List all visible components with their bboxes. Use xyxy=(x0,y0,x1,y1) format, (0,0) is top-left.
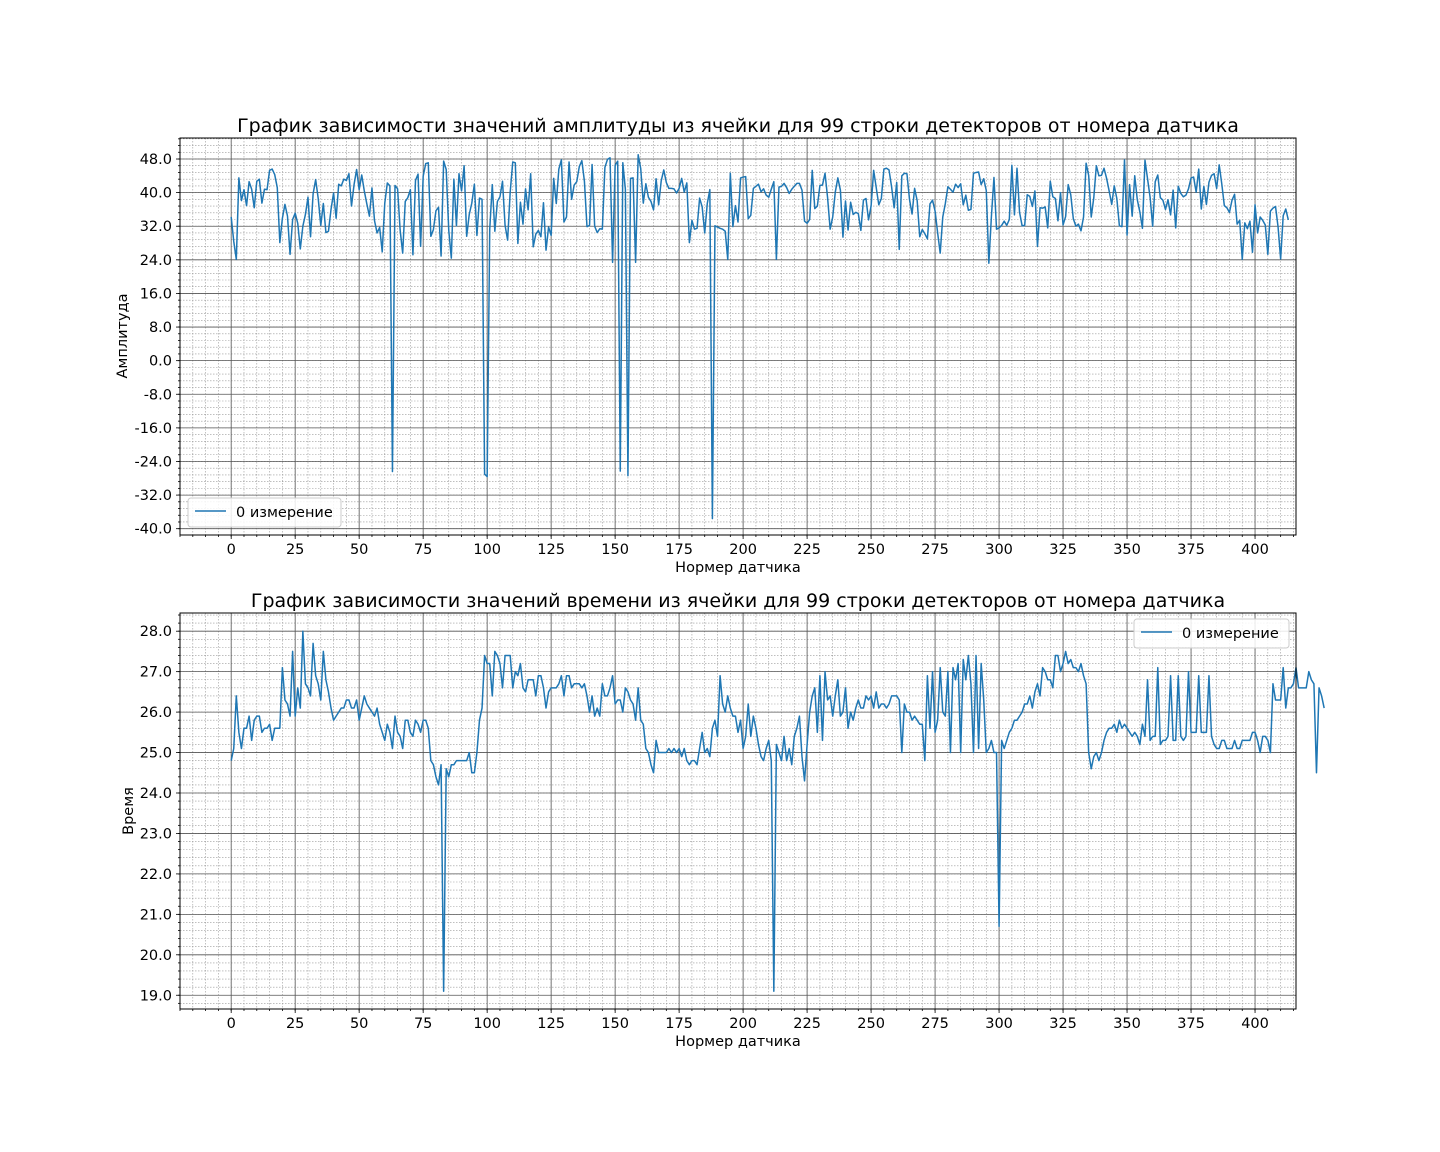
x-tick-label: 200 xyxy=(729,1016,757,1032)
y-tick-label: 23.0 xyxy=(140,826,172,842)
time-chart: 0 25 50 75 100 125 150 175 200 225 250 275 300 325 350… xyxy=(121,590,1325,1050)
plot-frame xyxy=(179,612,1297,1010)
x-axis-label: Нормер датчика xyxy=(675,560,801,576)
x-tick-label: 325 xyxy=(1049,1016,1077,1032)
series-line xyxy=(230,154,1290,520)
x-tick-label: 175 xyxy=(665,542,693,558)
y-tick-label: -32.0 xyxy=(134,488,172,504)
x-tick-label: 225 xyxy=(793,542,821,558)
chart-title: График зависимости значений амплитуды из… xyxy=(237,115,1239,137)
x-tick-label: 375 xyxy=(1177,1016,1205,1032)
plot-area xyxy=(180,613,1296,1009)
series-line xyxy=(230,630,1325,992)
y-tick-label: -16.0 xyxy=(134,421,172,437)
series-group xyxy=(230,154,1290,520)
chart-title: График зависимости значений времени из я… xyxy=(251,590,1225,612)
y-tick-label: 22.0 xyxy=(140,867,172,883)
x-tick-label: 100 xyxy=(473,1016,501,1032)
y-tick-label: 32.0 xyxy=(140,219,172,235)
legend-box xyxy=(1133,618,1290,649)
y-tick-label: -8.0 xyxy=(144,387,172,403)
y-tick-label: 24.0 xyxy=(140,786,172,802)
x-tick-label: 0 xyxy=(227,542,236,558)
x-tick-label: 225 xyxy=(793,1016,821,1032)
x-tick-label: 300 xyxy=(985,1016,1013,1032)
y-tick-label: 27.0 xyxy=(140,665,172,681)
y-tick-label: 40.0 xyxy=(140,186,172,202)
y-tick-label: 24.0 xyxy=(140,253,172,269)
axis-ticks: 0 25 50 75 100 125 150 175 200 225 250 275 300 325 350… xyxy=(140,614,1294,1032)
x-tick-label: 275 xyxy=(921,1016,949,1032)
x-tick-label: 150 xyxy=(601,1016,629,1032)
axis-ticks: 0 25 50 75 100 125 150 175 200 225 250 275 300 325 350… xyxy=(134,138,1294,558)
x-tick-label: 150 xyxy=(601,542,629,558)
y-axis-label: Амплитуда xyxy=(115,294,131,379)
x-tick-label: 175 xyxy=(665,1016,693,1032)
legend-label: 0 измерение xyxy=(1182,626,1279,642)
legend-label: 0 измерение xyxy=(236,505,333,521)
legend: 0 измерение xyxy=(1133,618,1290,649)
legend: 0 измерение xyxy=(187,497,342,528)
x-axis-label: Нормер датчика xyxy=(675,1034,801,1050)
x-tick-label: 25 xyxy=(286,542,304,558)
x-tick-label: 375 xyxy=(1177,542,1205,558)
y-tick-label: 26.0 xyxy=(140,705,172,721)
major-grid xyxy=(180,613,1296,1009)
series-group xyxy=(230,630,1325,992)
x-tick-label: 50 xyxy=(350,542,368,558)
y-tick-label: -40.0 xyxy=(134,522,172,538)
x-tick-label: 250 xyxy=(857,1016,885,1032)
y-tick-label: 25.0 xyxy=(140,746,172,762)
x-tick-label: 275 xyxy=(921,542,949,558)
x-tick-label: 125 xyxy=(537,1016,565,1032)
x-tick-label: 400 xyxy=(1241,542,1269,558)
plot-area xyxy=(180,138,1296,535)
x-tick-label: 100 xyxy=(473,542,501,558)
y-tick-label: 20.0 xyxy=(140,948,172,964)
legend-box xyxy=(187,497,342,528)
y-tick-label: 8.0 xyxy=(149,320,172,336)
y-tick-label: 0.0 xyxy=(149,354,172,370)
x-tick-label: 25 xyxy=(286,1016,304,1032)
x-tick-label: 350 xyxy=(1113,1016,1141,1032)
x-tick-label: 400 xyxy=(1241,1016,1269,1032)
x-tick-label: 325 xyxy=(1049,542,1077,558)
x-tick-label: 50 xyxy=(350,1016,368,1032)
amplitude-chart: 0 25 50 75 100 125 150 175 200 225 250 275 300 325 350… xyxy=(115,115,1297,576)
y-tick-label: 28.0 xyxy=(140,624,172,640)
x-tick-label: 250 xyxy=(857,542,885,558)
x-tick-label: 350 xyxy=(1113,542,1141,558)
x-tick-label: 125 xyxy=(537,542,565,558)
x-tick-label: 75 xyxy=(414,1016,432,1032)
y-tick-label: 21.0 xyxy=(140,907,172,923)
y-tick-label: 19.0 xyxy=(140,988,172,1004)
x-tick-label: 200 xyxy=(729,542,757,558)
y-axis-label: Время xyxy=(121,787,137,835)
x-tick-label: 300 xyxy=(985,542,1013,558)
x-tick-label: 0 xyxy=(227,1016,236,1032)
y-tick-label: 16.0 xyxy=(140,286,172,302)
x-tick-label: 75 xyxy=(414,542,432,558)
plot-frame xyxy=(179,137,1297,536)
y-tick-label: 48.0 xyxy=(140,152,172,168)
y-tick-label: -24.0 xyxy=(134,454,172,470)
